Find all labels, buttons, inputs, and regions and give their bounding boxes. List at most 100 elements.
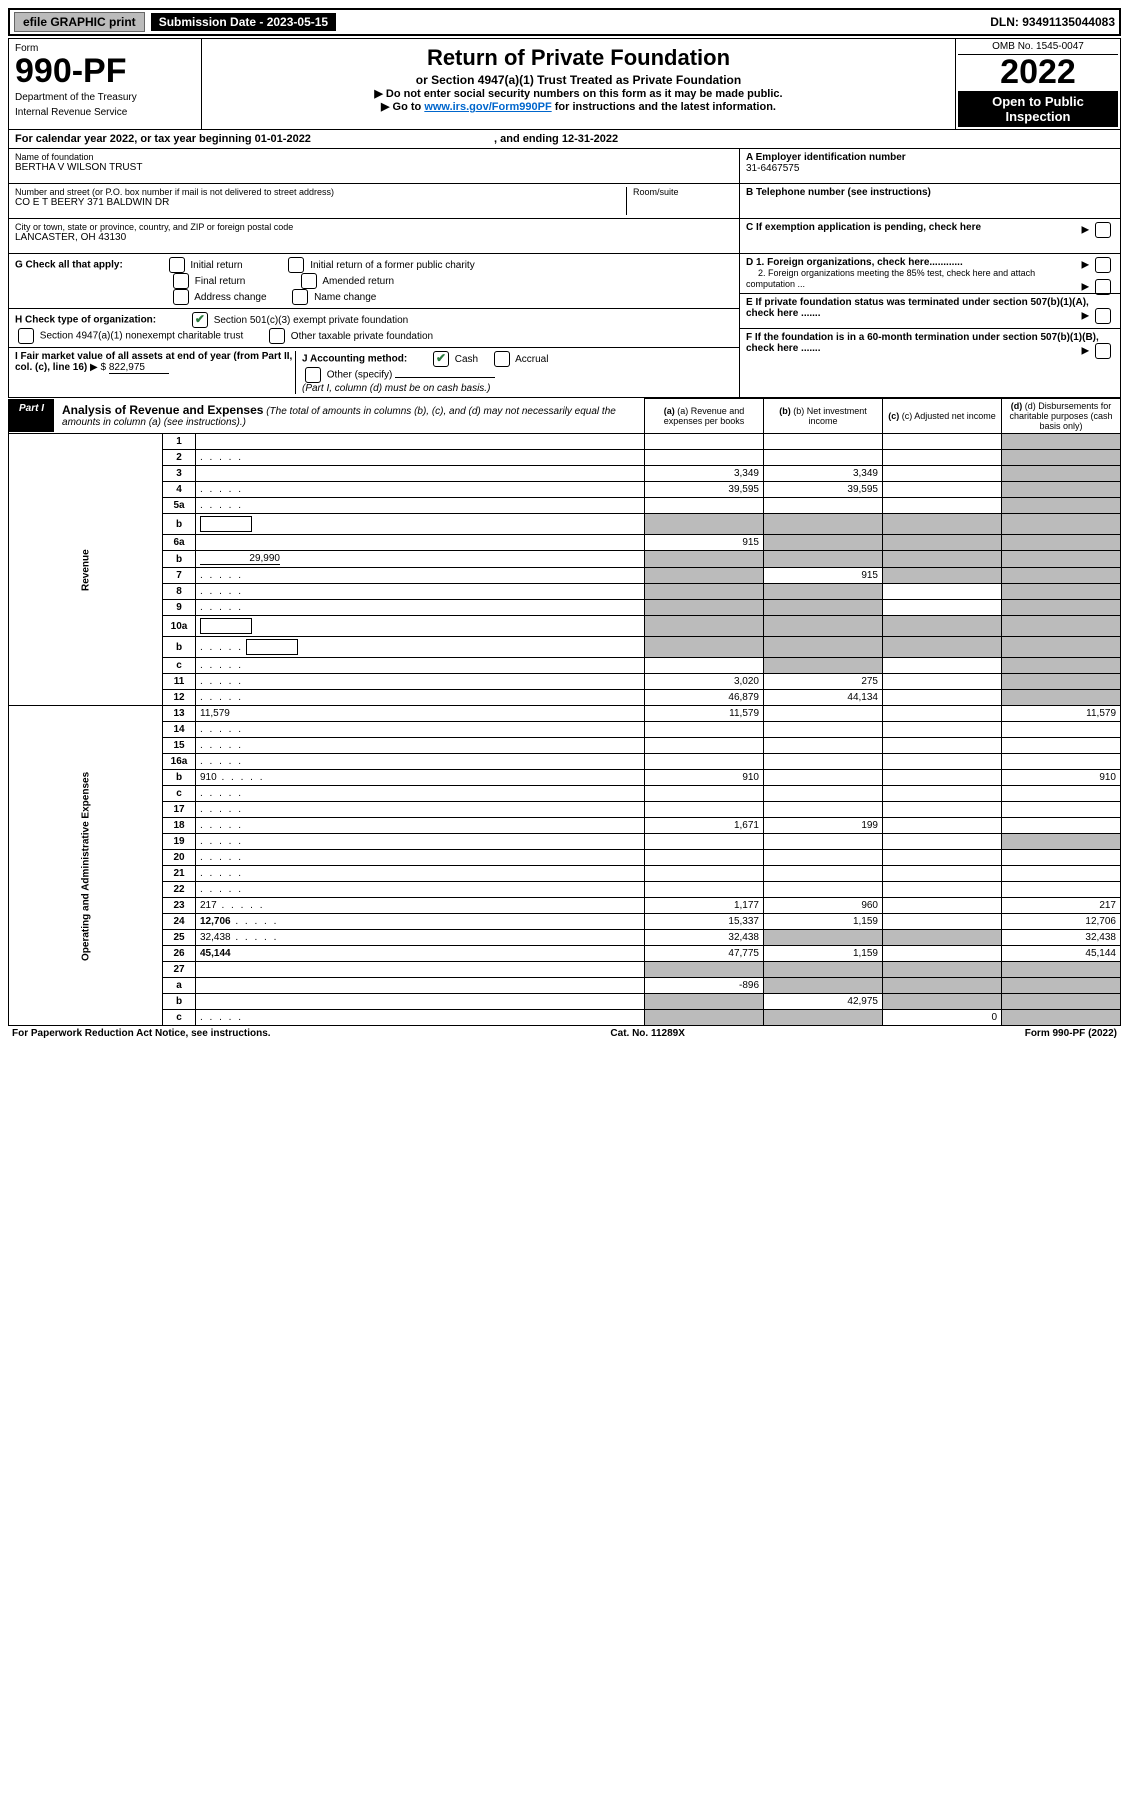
line-value-c <box>883 914 1002 930</box>
line-value-b <box>764 434 883 450</box>
line-value-a <box>645 616 764 637</box>
other-taxable-checkbox[interactable] <box>269 328 285 344</box>
d1-checkbox[interactable] <box>1095 257 1111 273</box>
line-value-d <box>1002 616 1121 637</box>
line-description <box>196 866 645 882</box>
table-row: 27 <box>9 962 1121 978</box>
line-description: 45,144 <box>196 946 645 962</box>
line-value-b <box>764 722 883 738</box>
final-return-checkbox[interactable] <box>173 273 189 289</box>
open-to-public: Open to Public Inspection <box>958 91 1118 127</box>
line-value-c <box>883 882 1002 898</box>
name-change-checkbox[interactable] <box>292 289 308 305</box>
table-row: 20 <box>9 850 1121 866</box>
initial-former-checkbox[interactable] <box>288 257 304 273</box>
line-description: 29,990 <box>196 551 645 568</box>
table-row: 232171,177960217 <box>9 898 1121 914</box>
line-value-c <box>883 898 1002 914</box>
line-description <box>196 568 645 584</box>
efile-print-btn[interactable]: efile GRAPHIC print <box>14 12 145 32</box>
footer: For Paperwork Reduction Act Notice, see … <box>8 1026 1121 1041</box>
form990pf-link[interactable]: www.irs.gov/Form990PF <box>424 101 551 113</box>
table-row: a-896 <box>9 978 1121 994</box>
line-value-c <box>883 754 1002 770</box>
form-note1: ▶ Do not enter social security numbers o… <box>212 87 945 100</box>
line-description <box>196 834 645 850</box>
line-number: 22 <box>163 882 196 898</box>
line-value-a: 3,020 <box>645 674 764 690</box>
line-description <box>196 600 645 616</box>
line-description <box>196 482 645 498</box>
city-cell: City or town, state or province, country… <box>9 219 739 254</box>
line-value-d <box>1002 450 1121 466</box>
table-row: b <box>9 514 1121 535</box>
line-value-b <box>764 658 883 674</box>
line-value-d <box>1002 514 1121 535</box>
line-value-d <box>1002 850 1121 866</box>
line-value-b: 960 <box>764 898 883 914</box>
accrual-checkbox[interactable] <box>494 351 510 367</box>
address-change-checkbox[interactable] <box>173 289 189 305</box>
part1-title: Analysis of Revenue and Expenses (The to… <box>54 399 644 432</box>
cash-checkbox[interactable] <box>433 351 449 367</box>
line-value-a: 11,579 <box>645 706 764 722</box>
line-value-c <box>883 551 1002 568</box>
line-value-a <box>645 658 764 674</box>
info-left: Name of foundation BERTHA V WILSON TRUST… <box>9 149 740 397</box>
line-value-b <box>764 754 883 770</box>
line-description <box>196 584 645 600</box>
initial-return-checkbox[interactable] <box>169 257 185 273</box>
line-value-c <box>883 850 1002 866</box>
e-cell: E If private foundation status was termi… <box>740 294 1120 329</box>
ein-cell: A Employer identification number 31-6467… <box>740 149 1120 184</box>
line-value-c <box>883 946 1002 962</box>
line-value-a: 15,337 <box>645 914 764 930</box>
line-number: b <box>163 514 196 535</box>
line-value-a: -896 <box>645 978 764 994</box>
table-row: 22 <box>9 882 1121 898</box>
submission-date: Submission Date - 2023-05-15 <box>151 13 336 31</box>
f-checkbox[interactable] <box>1095 343 1111 359</box>
amended-checkbox[interactable] <box>301 273 317 289</box>
table-row: 439,59539,595 <box>9 482 1121 498</box>
line-description: 32,438 <box>196 930 645 946</box>
other-method-checkbox[interactable] <box>305 367 321 383</box>
line-number: 19 <box>163 834 196 850</box>
line-value-d: 45,144 <box>1002 946 1121 962</box>
table-row: 7915 <box>9 568 1121 584</box>
line-value-b: 44,134 <box>764 690 883 706</box>
line-value-a <box>645 434 764 450</box>
line-description <box>196 882 645 898</box>
line-number: 25 <box>163 930 196 946</box>
line-value-c <box>883 994 1002 1010</box>
e-checkbox[interactable] <box>1095 308 1111 324</box>
line-value-c <box>883 600 1002 616</box>
line-value-d: 11,579 <box>1002 706 1121 722</box>
4947-checkbox[interactable] <box>18 328 34 344</box>
table-row: c0 <box>9 1010 1121 1026</box>
line-value-b <box>764 706 883 722</box>
line-number: 8 <box>163 584 196 600</box>
section-side-label: Operating and Administrative Expenses <box>9 706 163 1026</box>
line-value-a: 32,438 <box>645 930 764 946</box>
line-value-a <box>645 584 764 600</box>
line-description <box>196 962 645 978</box>
top-bar: efile GRAPHIC print Submission Date - 20… <box>8 8 1121 36</box>
line-description <box>196 994 645 1010</box>
line-number: b <box>163 770 196 786</box>
line-value-a <box>645 1010 764 1026</box>
line-value-b <box>764 450 883 466</box>
c-checkbox[interactable] <box>1095 222 1111 238</box>
info-grid: Name of foundation BERTHA V WILSON TRUST… <box>8 149 1121 398</box>
line-value-c <box>883 584 1002 600</box>
line-value-b: 1,159 <box>764 914 883 930</box>
line-value-d <box>1002 802 1121 818</box>
line-number: 26 <box>163 946 196 962</box>
line-value-d <box>1002 434 1121 450</box>
line-value-d <box>1002 482 1121 498</box>
line-description <box>196 802 645 818</box>
d2-checkbox[interactable] <box>1095 279 1111 295</box>
line-number: 9 <box>163 600 196 616</box>
line-value-c <box>883 535 1002 551</box>
501c3-checkbox[interactable] <box>192 312 208 328</box>
